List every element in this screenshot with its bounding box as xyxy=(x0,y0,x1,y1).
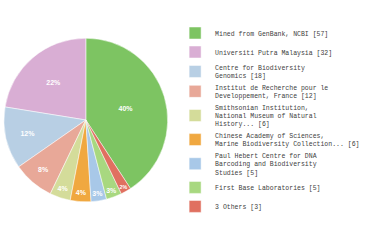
svg-text:4%: 4% xyxy=(58,185,69,192)
svg-text:3%: 3% xyxy=(106,187,117,194)
svg-text:8%: 8% xyxy=(38,166,49,173)
svg-text:Mined from GenBank, NCBI [57]: Mined from GenBank, NCBI [57] xyxy=(215,31,328,38)
svg-text:40%: 40% xyxy=(119,105,134,112)
svg-text:12%: 12% xyxy=(20,130,35,137)
svg-text:2%: 2% xyxy=(119,184,127,190)
svg-text:3 Others [3]: 3 Others [3] xyxy=(215,204,262,211)
svg-text:3%: 3% xyxy=(92,190,103,197)
svg-text:Smithsonian Institution,Nation: Smithsonian Institution,National Museum … xyxy=(215,105,317,129)
svg-text:Universiti Putra Malaysia [32]: Universiti Putra Malaysia [32] xyxy=(215,50,332,57)
svg-text:22%: 22% xyxy=(46,79,61,86)
svg-text:Institut de Recherche pour leD: Institut de Recherche pour leDeveloppeme… xyxy=(215,85,328,100)
svg-text:Paul Hebert Centre for DNABarc: Paul Hebert Centre for DNABarcoding and … xyxy=(215,153,317,177)
svg-text:Chinese Academy of Sciences,Ma: Chinese Academy of Sciences,Marine Biodi… xyxy=(215,133,359,148)
svg-text:Centre for BiodiversityGenomic: Centre for BiodiversityGenomics [18] xyxy=(215,65,305,80)
svg-text:First Base Laboratories [5]: First Base Laboratories [5] xyxy=(215,185,320,192)
svg-text:4%: 4% xyxy=(76,189,87,196)
